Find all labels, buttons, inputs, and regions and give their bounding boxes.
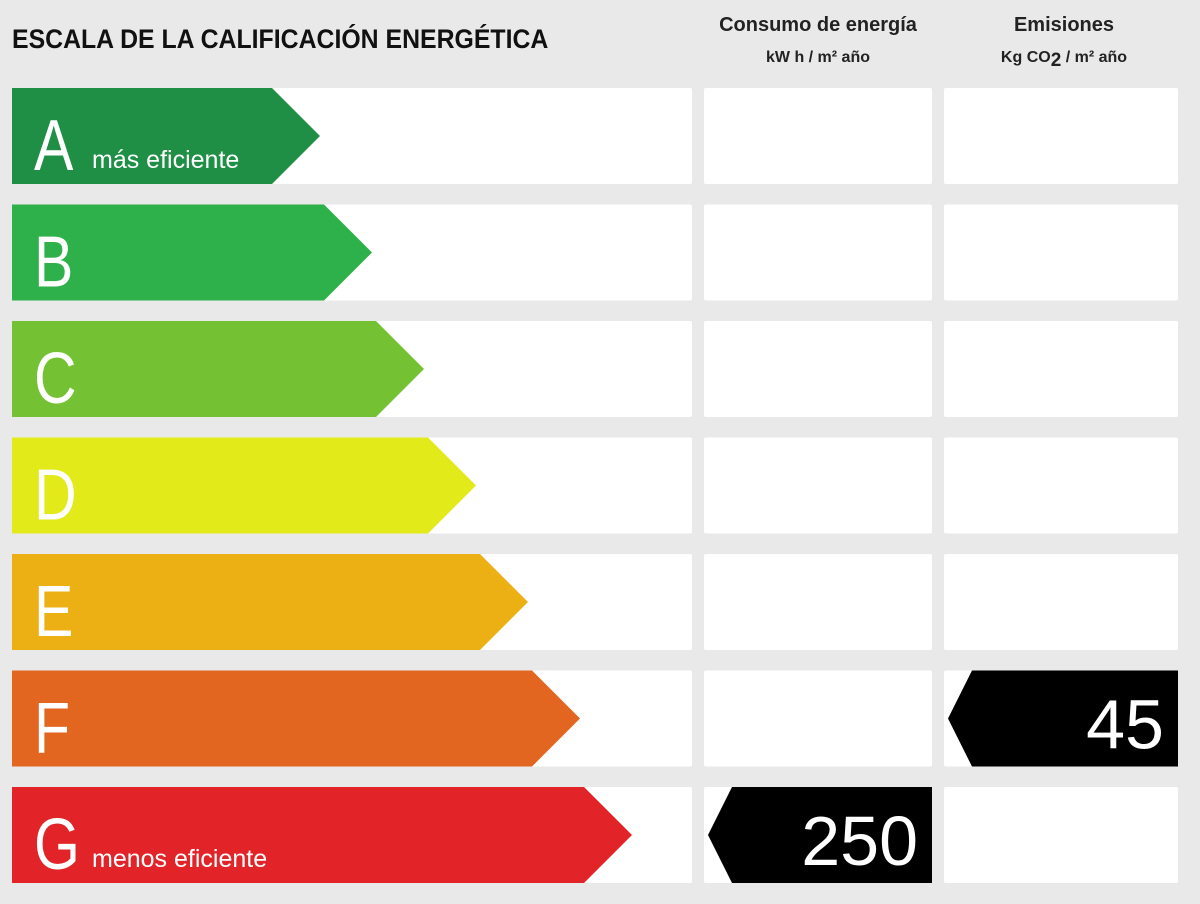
- emissions-value: 45: [1086, 686, 1164, 764]
- emissions-cell-a: [944, 88, 1178, 184]
- class-letter-c: C: [34, 337, 77, 418]
- consumption-cell-e: [704, 554, 932, 650]
- class-arrow-b: [12, 204, 372, 301]
- emissions-heading: Emisiones: [1013, 14, 1115, 36]
- class-letter-a: A: [34, 104, 73, 185]
- emissions-cell-g: [944, 787, 1178, 883]
- class-letter-g: G: [34, 803, 80, 884]
- class-arrow-f: [12, 670, 580, 767]
- consumption-heading: Consumo de energía: [719, 14, 917, 36]
- emissions-cell-c: [944, 321, 1178, 417]
- consumption-cell-f: [704, 670, 932, 767]
- consumption-column-header: Consumo de energía kW h / m² año: [700, 14, 936, 67]
- consumption-value: 250: [801, 802, 918, 880]
- emissions-cell-d: [944, 437, 1178, 534]
- class-arrow-d: [12, 437, 476, 534]
- class-arrow-g: [12, 787, 632, 883]
- consumption-cell-a: [704, 88, 932, 184]
- class-letter-b: B: [34, 221, 73, 302]
- class-letter-d: D: [34, 454, 77, 535]
- emissions-unit: Kg CO2 / m² año: [1000, 49, 1128, 71]
- class-arrow-a: [12, 88, 320, 184]
- consumption-unit: kW h / m² año: [766, 49, 870, 66]
- consumption-cell-d: [704, 437, 932, 534]
- class-arrow-e: [12, 554, 528, 650]
- class-letter-e: E: [34, 570, 73, 651]
- emissions-column-header: Emisiones Kg CO2 / m² año: [944, 14, 1184, 72]
- class-note-g: menos eficiente: [92, 845, 267, 873]
- class-note-a: más eficiente: [92, 146, 239, 174]
- consumption-cell-c: [704, 321, 932, 417]
- class-letter-f: F: [34, 687, 70, 768]
- emissions-cell-b: [944, 204, 1178, 301]
- consumption-indicator: [708, 787, 932, 883]
- emissions-cell-e: [944, 554, 1178, 650]
- emissions-indicator: [948, 670, 1178, 767]
- consumption-cell-b: [704, 204, 932, 301]
- page-title: ESCALA DE LA CALIFICACIÓN ENERGÉTICA: [12, 24, 549, 54]
- class-arrow-c: [12, 321, 424, 417]
